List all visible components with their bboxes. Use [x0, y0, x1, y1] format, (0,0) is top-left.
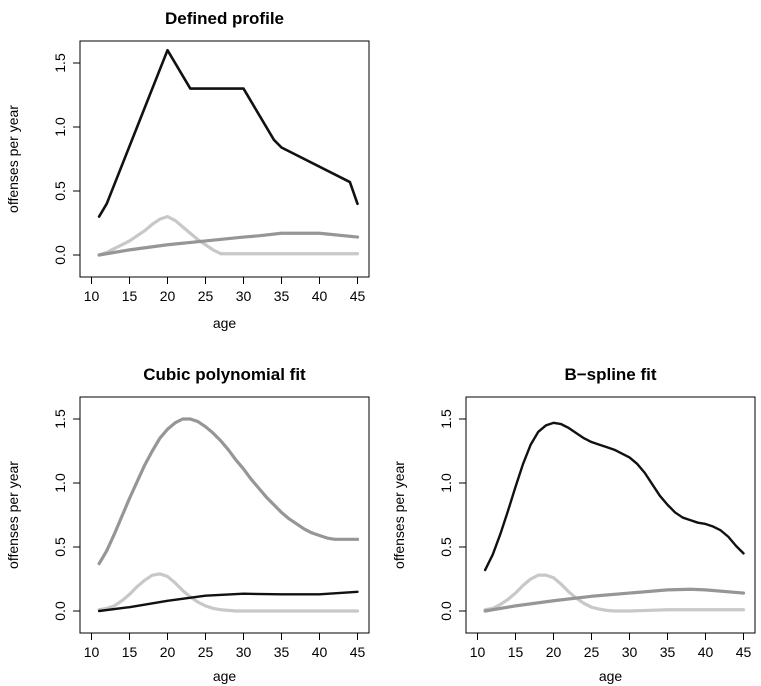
- x-axis-title: age: [213, 668, 237, 684]
- panel-title: Defined profile: [165, 9, 284, 28]
- x-tick-label: 15: [122, 644, 138, 660]
- x-tick-label: 40: [312, 644, 328, 660]
- x-tick-label: 25: [584, 644, 600, 660]
- x-tick-label: 40: [698, 644, 714, 660]
- x-tick-label: 15: [508, 644, 524, 660]
- y-tick-label: 0.5: [52, 537, 68, 557]
- y-tick-label: 1.5: [52, 53, 68, 73]
- series-line-3: [483, 587, 746, 613]
- x-tick-label: 30: [236, 644, 252, 660]
- x-tick-label: 15: [122, 288, 138, 304]
- plot-area: [97, 417, 360, 613]
- x-tick-label: 10: [84, 644, 100, 660]
- x-tick-label: 25: [198, 644, 214, 660]
- tick-group: 10 15 20 25 30 35 40 45 0.0 0.5 1.0 1.5: [52, 53, 365, 304]
- y-tick-label: 0.0: [438, 601, 454, 621]
- y-tick-label: 1.0: [52, 117, 68, 137]
- y-axis-title: offenses per year: [5, 461, 21, 569]
- y-tick-label: 1.0: [52, 473, 68, 493]
- plot-area: [97, 48, 360, 257]
- tick-group: 10 15 20 25 30 35 40 45 0.0 0.5 1.0 1.5: [438, 409, 751, 660]
- y-tick-label: 0.5: [438, 537, 454, 557]
- x-tick-label: 35: [274, 644, 290, 660]
- series-line-1: [97, 417, 360, 566]
- x-tick-label: 20: [160, 288, 176, 304]
- x-tick-label: 45: [736, 644, 752, 660]
- x-tick-label: 30: [236, 288, 252, 304]
- x-tick-label: 35: [660, 644, 676, 660]
- plot-area: [483, 421, 746, 613]
- series-line-3: [97, 590, 359, 613]
- panel-b-spline-fit: B−spline fit age offenses per year 10 15 2…: [391, 365, 756, 684]
- y-axis-title: offenses per year: [5, 105, 21, 213]
- panel-title: Cubic polynomial fit: [143, 365, 306, 384]
- series-line-1: [483, 421, 745, 572]
- series-line-2: [97, 215, 360, 257]
- y-tick-label: 0.5: [52, 181, 68, 201]
- y-tick-label: 1.0: [438, 473, 454, 493]
- x-tick-label: 10: [84, 288, 100, 304]
- x-axis-title: age: [213, 315, 237, 331]
- y-tick-label: 1.5: [52, 409, 68, 429]
- y-tick-label: 0.0: [52, 601, 68, 621]
- x-tick-label: 45: [350, 288, 366, 304]
- panel-title: B−spline fit: [564, 365, 656, 384]
- y-axis-title: offenses per year: [391, 461, 407, 569]
- series-line-1: [97, 48, 359, 218]
- x-tick-label: 30: [622, 644, 638, 660]
- x-tick-label: 20: [546, 644, 562, 660]
- x-tick-label: 40: [312, 288, 328, 304]
- tick-group: 10 15 20 25 30 35 40 45 0.0 0.5 1.0 1.5: [52, 409, 365, 660]
- x-axis-title: age: [599, 668, 623, 684]
- x-tick-label: 10: [470, 644, 486, 660]
- y-tick-label: 0.0: [52, 245, 68, 265]
- x-tick-label: 45: [350, 644, 366, 660]
- x-tick-label: 20: [160, 644, 176, 660]
- series-line-2: [483, 573, 746, 613]
- series-line-2: [97, 572, 360, 613]
- x-tick-label: 25: [198, 288, 214, 304]
- y-tick-label: 1.5: [438, 409, 454, 429]
- series-line-3: [97, 231, 360, 257]
- panel-cubic-polynomial-fit: Cubic polynomial fit age offenses per ye…: [5, 365, 370, 684]
- panel-defined-profile: Defined profile age offenses per year 10…: [5, 9, 370, 331]
- x-tick-label: 35: [274, 288, 290, 304]
